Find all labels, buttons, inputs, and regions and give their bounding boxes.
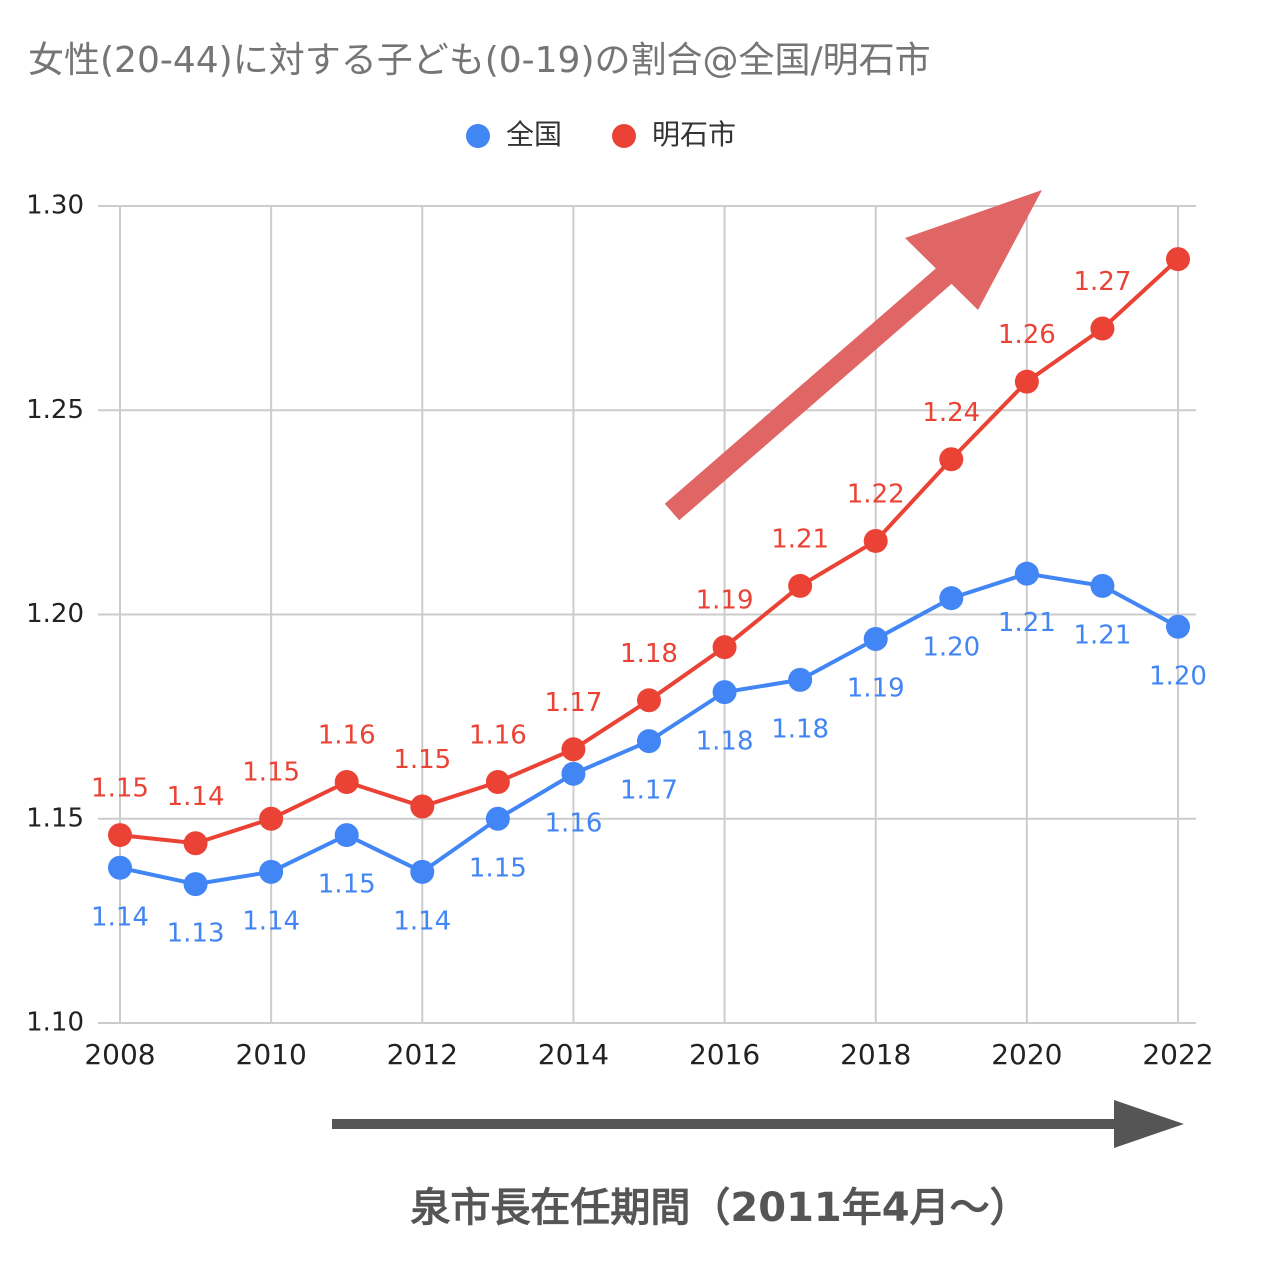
data-point (485, 806, 510, 831)
plot: 1.14 1.13 1.14 1.15 1.14 1.15 1.16 1.17 1.18 1.18… (91, 247, 1207, 949)
term-arrow (332, 1100, 1184, 1148)
trend-arrow-shaft (664, 253, 968, 521)
y-tick-label: 1.30 (26, 191, 84, 221)
chart-title: 女性(20-44)に対する子ども(0-19)の割合@全国/明石市 (28, 40, 931, 81)
x-tick-label: 2010 (236, 1038, 307, 1071)
data-point (863, 627, 888, 652)
data-point (561, 737, 586, 762)
data-point (334, 823, 359, 848)
data-point (334, 769, 359, 794)
data-point (939, 586, 964, 611)
x-tick-label: 2012 (387, 1038, 458, 1071)
data-point (712, 635, 737, 660)
data-point (410, 794, 435, 819)
grid: 1.10 1.15 1.20 1.25 1.30 2008 2010 2012 2014 2016… (26, 191, 1214, 1072)
data-label: 1.15 (242, 757, 300, 787)
data-point (1014, 369, 1039, 394)
data-label: 1.14 (242, 906, 300, 936)
data-label: 1.26 (998, 320, 1056, 350)
data-label: 1.14 (167, 782, 225, 812)
data-label: 1.21 (1073, 620, 1131, 650)
data-label: 1.19 (696, 586, 754, 616)
y-tick-label: 1.10 (26, 1008, 84, 1038)
x-tick-label: 2020 (991, 1038, 1062, 1071)
data-label: 1.19 (847, 674, 905, 704)
data-point (1166, 247, 1190, 272)
data-label: 1.14 (91, 902, 149, 932)
data-label: 1.21 (771, 524, 829, 554)
data-label: 1.16 (469, 720, 527, 750)
data-label: 1.21 (998, 608, 1056, 638)
x-tick-label: 2018 (840, 1038, 911, 1071)
data-point (259, 806, 284, 831)
data-label: 1.17 (544, 688, 602, 718)
data-point (561, 761, 586, 786)
data-label: 1.24 (922, 398, 980, 428)
data-label: 1.18 (620, 639, 678, 669)
data-label: 1.15 (393, 745, 451, 775)
y-tick-label: 1.20 (26, 599, 84, 629)
data-label: 1.15 (91, 774, 149, 804)
data-point (939, 447, 964, 472)
x-tick-label: 2022 (1142, 1038, 1213, 1071)
data-point (183, 872, 208, 897)
data-label: 1.15 (469, 853, 527, 883)
annotation: 泉市長在任期間（2011年4月〜） (410, 1185, 1029, 1231)
data-label: 1.13 (167, 919, 225, 949)
data-point (485, 769, 510, 794)
data-label: 1.18 (771, 714, 829, 744)
term-arrow-head (1114, 1100, 1184, 1148)
data-point (637, 688, 661, 713)
y-tick-label: 1.25 (26, 395, 84, 425)
data-point (259, 859, 284, 884)
data-label: 1.22 (847, 479, 905, 509)
legend-marker (612, 124, 636, 148)
legend-label: 明石市 (652, 118, 736, 151)
data-label: 1.20 (922, 633, 980, 663)
data-point (788, 667, 813, 692)
legend-marker (466, 124, 490, 148)
data-point (1014, 561, 1039, 586)
trend-arrow (664, 190, 1042, 521)
data-label: 1.27 (1073, 267, 1131, 297)
x-tick-label: 2016 (689, 1038, 760, 1071)
data-point (410, 859, 435, 884)
x-tick-label: 2008 (84, 1038, 155, 1071)
data-label: 1.17 (620, 776, 678, 806)
data-point (1090, 316, 1115, 341)
data-label: 1.16 (544, 808, 602, 838)
data-point (183, 831, 208, 856)
data-label: 1.15 (318, 870, 376, 900)
legend-label: 全国 (506, 118, 562, 151)
trend-arrow-head (905, 190, 1042, 310)
data-point (1090, 573, 1115, 598)
data-point (1166, 614, 1190, 639)
data-label: 1.16 (318, 720, 376, 750)
data-point (863, 528, 888, 553)
data-label: 1.20 (1149, 661, 1207, 691)
y-tick-label: 1.15 (26, 803, 84, 833)
data-point (712, 680, 737, 705)
data-point (108, 823, 132, 848)
x-tick-label: 2014 (538, 1038, 609, 1071)
data-point (788, 573, 813, 598)
data-point (108, 855, 132, 880)
data-label: 1.14 (393, 906, 451, 936)
data-point (637, 729, 661, 754)
data-label: 1.18 (696, 727, 754, 757)
